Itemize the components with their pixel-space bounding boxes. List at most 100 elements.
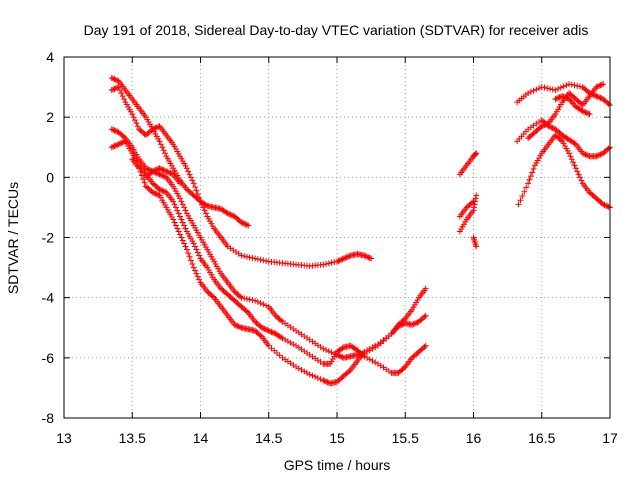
data-point [542,121,549,128]
data-point [164,168,171,175]
data-point [366,254,373,261]
data-point [112,85,119,92]
data-point [241,295,248,302]
data-point [473,192,480,199]
data-point [192,267,199,274]
data-point [269,329,276,336]
data-point [192,183,199,190]
data-point [112,76,119,83]
data-point [594,93,601,100]
data-point [171,201,178,208]
data-point [238,219,245,226]
x-tick-label: 13.5 [119,430,146,446]
data-point [472,195,479,202]
data-point [597,94,604,101]
data-point [596,94,603,101]
data-point [170,216,177,223]
data-point [594,83,601,90]
data-point [111,76,118,83]
data-point [582,151,589,158]
data-point [156,186,163,193]
data-point [263,302,270,309]
data-point [369,344,376,351]
data-point [585,110,592,117]
data-point [411,320,418,327]
data-point [130,114,137,121]
data-point [198,201,205,208]
data-point [243,253,250,260]
data-point [159,187,166,194]
data-point [260,301,267,308]
data-point [372,342,379,349]
data-point [593,84,600,91]
data-point [278,334,285,341]
data-point [111,143,118,150]
data-point [340,255,347,262]
data-point [179,219,186,226]
series-s4 [108,138,429,376]
data-point [237,293,244,300]
data-point [533,86,540,93]
data-point [202,210,209,217]
data-point [228,212,235,219]
data-point [258,324,265,331]
data-point [362,253,369,260]
data-point [149,168,156,175]
data-point [521,188,528,195]
data-point [260,257,267,264]
data-point [530,87,537,94]
data-point [160,188,167,195]
data-point [517,197,524,204]
data-point [196,194,203,201]
data-point [129,111,136,118]
data-point [523,184,530,191]
data-point [224,210,231,217]
data-point [295,365,302,372]
data-point [263,326,270,333]
data-point [598,81,605,88]
series-s7 [456,150,480,178]
data-point [328,349,335,356]
data-point [560,93,567,100]
y-axis-label: SDTVAR / TECUs [5,182,21,294]
data-point [187,257,194,264]
data-point [552,87,559,94]
chart-title: Day 191 of 2018, Sidereal Day-to-day VTE… [84,22,589,38]
data-point [566,150,573,157]
data-point [527,88,534,95]
data-point [566,81,573,88]
data-point [160,167,167,174]
data-point [317,376,324,383]
data-point [342,254,349,261]
data-point [585,152,592,159]
data-point [470,198,477,205]
series-s15 [552,93,593,118]
data-point [156,165,163,172]
data-point [568,99,575,106]
data-point [409,321,416,328]
data-point [544,85,551,92]
data-point [196,252,203,259]
data-point [179,237,186,244]
data-point [111,85,118,92]
data-point [226,211,233,218]
data-point [571,162,578,169]
data-point [578,100,585,107]
data-point [160,147,167,154]
data-point [338,353,345,360]
data-point [157,171,164,178]
data-point [549,86,556,93]
data-point [159,172,166,179]
y-tick-label: 4 [46,49,54,65]
data-point [133,120,140,127]
data-point [151,167,158,174]
data-point [151,189,158,196]
data-point [265,327,272,334]
data-point [112,142,119,149]
data-point [541,121,548,128]
data-point [320,345,327,352]
data-point [183,165,190,172]
data-point [470,207,477,214]
data-point [472,151,479,158]
data-point [343,254,350,261]
